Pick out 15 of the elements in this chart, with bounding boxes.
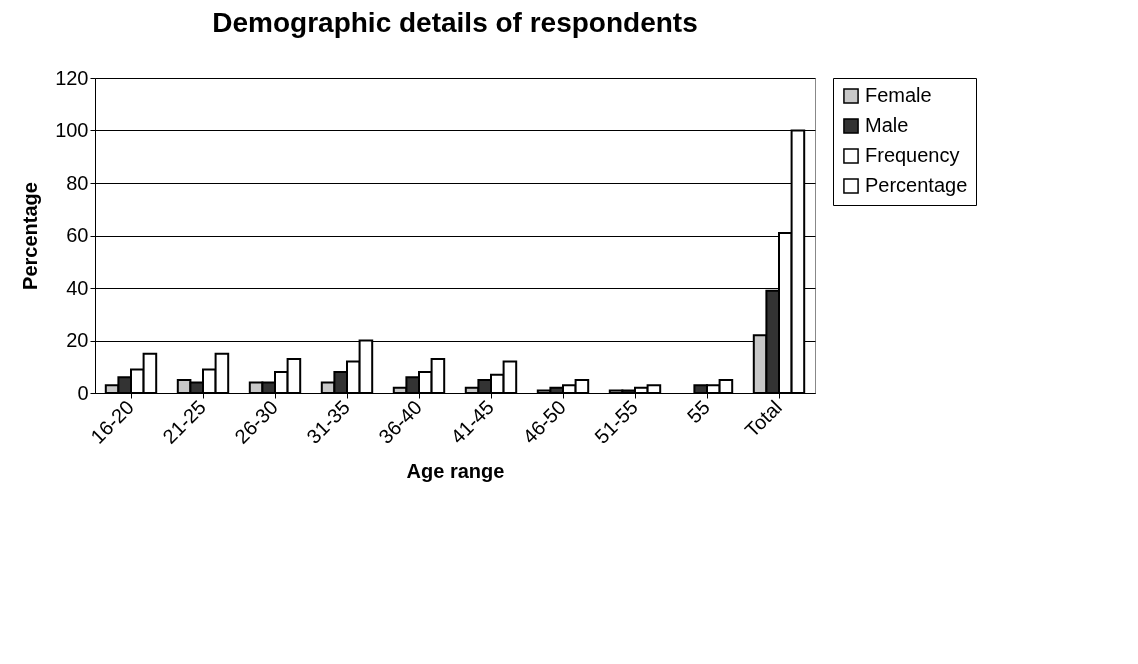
legend-label: Female	[865, 84, 932, 106]
legend-label: Percentage	[865, 174, 968, 196]
y-tick-label: 60	[66, 224, 89, 246]
legend-label: Male	[865, 114, 909, 136]
legend-label: Frequency	[865, 144, 960, 166]
x-axis-title: Age range	[406, 459, 505, 482]
y-tick-label: 80	[66, 171, 89, 194]
y-tick-label: 40	[66, 276, 89, 299]
x-tick-label: 55	[682, 396, 715, 428]
y-tick-label: 120	[55, 66, 89, 89]
y-tick-label: 0	[77, 381, 89, 404]
chart-title: Demographic details of respondents	[212, 7, 698, 38]
y-tick-label: 100	[55, 119, 89, 141]
y-tick-label: 20	[66, 329, 89, 351]
y-axis-title: Percentage	[19, 182, 42, 290]
